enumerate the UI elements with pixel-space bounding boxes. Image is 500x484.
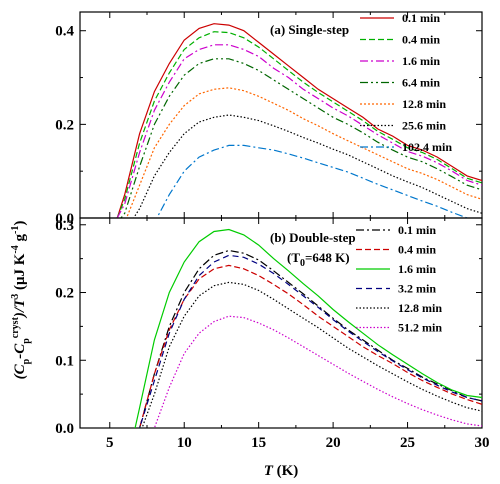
x-tick-label: 15 bbox=[251, 435, 266, 451]
panel-a-legend: 0.1 min 0.4 min 1.6 min 6.4 min 12.8 min 25.6… bbox=[360, 11, 452, 154]
legend-label: 0.1 min bbox=[402, 11, 440, 25]
panel-a-ticks: 0.0 0.2 0.4 bbox=[55, 12, 483, 227]
series-line-25p6-min bbox=[132, 114, 482, 218]
series-line-0p1-min bbox=[138, 249, 482, 428]
y-tick-label: 0.4 bbox=[55, 24, 74, 40]
legend-label: 0.4 min bbox=[398, 243, 436, 257]
y-tick-label: 0.0 bbox=[55, 421, 74, 437]
panel-b-legend: 0.1 min 0.4 min 1.6 min 3.2 min 12.8 min 51.2… bbox=[356, 223, 442, 335]
legend-label: 12.8 min bbox=[402, 97, 446, 111]
legend-label: 1.6 min bbox=[402, 54, 440, 68]
series-line-12p8-min bbox=[125, 87, 482, 218]
y-tick-label: 0.3 bbox=[55, 218, 74, 234]
x-axis-label: T (K) bbox=[264, 463, 299, 479]
y-tick-label: 0.2 bbox=[55, 117, 74, 133]
legend-label: 12.8 min bbox=[398, 301, 442, 315]
x-tick-label: 30 bbox=[475, 435, 490, 451]
legend-label: 25.6 min bbox=[402, 119, 446, 133]
panel-b-series bbox=[134, 228, 482, 428]
x-tick-label: 20 bbox=[326, 435, 341, 451]
panel-b-frame bbox=[79, 217, 483, 429]
y-axis-label: (Cp-Cpcryst)/T3 (μJ K-4 g-1) bbox=[10, 221, 32, 380]
legend-label: 1.6 min bbox=[398, 262, 436, 276]
series-line-0p1-min bbox=[116, 23, 482, 218]
legend-label: 3.2 min bbox=[398, 282, 436, 296]
x-tick-label: 5 bbox=[106, 435, 114, 451]
panel-double-step: 5 10 15 20 25 300.00.10.20.3 (b) Double-step … bbox=[55, 217, 490, 451]
series-line-1p6-min bbox=[134, 228, 482, 428]
legend-label: 51.2 min bbox=[398, 321, 442, 335]
series-line-51p2-min bbox=[153, 315, 482, 428]
panel-a-annotation: (a) Single-step bbox=[270, 22, 349, 37]
panel-b-ticks: 5 10 15 20 25 30 0.0 0.1 0.2 0.3 bbox=[55, 218, 489, 451]
x-tick-label: 10 bbox=[177, 435, 192, 451]
legend-label: 0.1 min bbox=[398, 223, 436, 237]
series-line-12p8-min bbox=[141, 281, 482, 428]
y-tick-label: 0.0 bbox=[55, 211, 74, 227]
panel-a-series bbox=[116, 23, 482, 218]
series-line-0p4-min bbox=[138, 264, 482, 428]
legend-label: 102.4 min bbox=[402, 140, 452, 154]
legend-label: 6.4 min bbox=[402, 76, 440, 90]
panel-b-annotation: (b) Double-step bbox=[270, 230, 356, 245]
series-line-3p2-min bbox=[138, 254, 482, 428]
y-tick-label: 0.1 bbox=[55, 353, 74, 369]
legend-label: 0.4 min bbox=[402, 33, 440, 47]
panel-b-annotation-condition: (T0=648 K) bbox=[287, 250, 350, 269]
series-line-1p6-min bbox=[116, 44, 482, 218]
y-tick-label: 0.2 bbox=[55, 286, 74, 302]
panel-single-step: 0.0 0.2 0.4 (a) Single-step 0.1 min 0.4 min… bbox=[55, 11, 483, 227]
series-line-102p4-min bbox=[156, 144, 470, 218]
x-tick-label: 25 bbox=[400, 435, 415, 451]
